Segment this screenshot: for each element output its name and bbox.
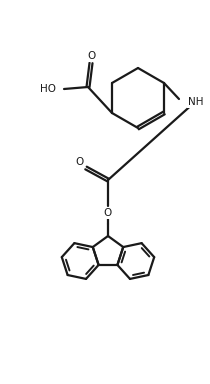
Text: O: O xyxy=(104,208,112,218)
Text: O: O xyxy=(87,51,95,61)
Text: O: O xyxy=(76,157,84,167)
Text: HO: HO xyxy=(40,84,56,94)
Text: NH: NH xyxy=(188,97,203,107)
